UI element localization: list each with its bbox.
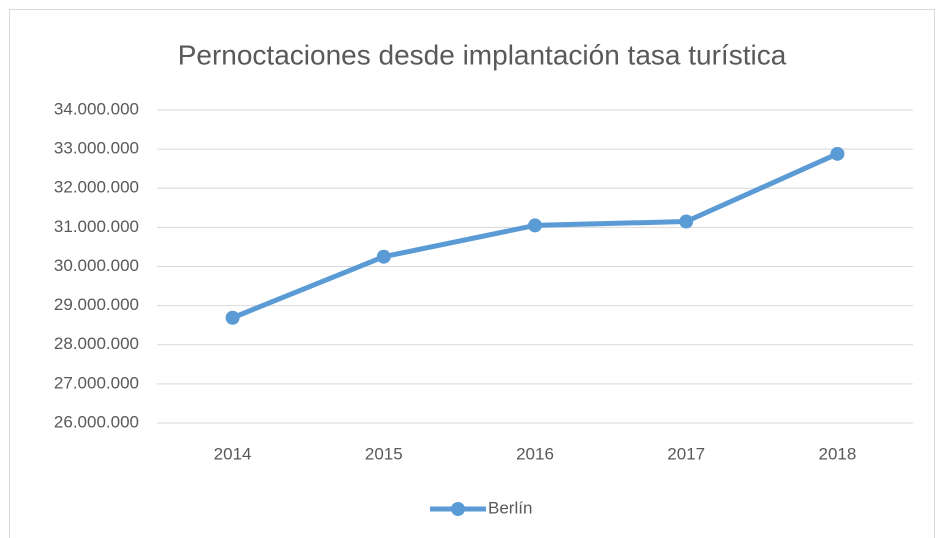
chart-frame: [9, 9, 935, 538]
y-tick-label: 31.000.000: [54, 217, 139, 236]
point: [376, 249, 391, 264]
y-tick-label: 33.000.000: [54, 139, 139, 158]
point: [830, 146, 845, 161]
chart-title: Pernoctaciones desde implantación tasa t…: [178, 39, 787, 70]
point: [528, 218, 542, 233]
legend-marker: [451, 502, 465, 516]
x-tick-label: 2018: [818, 444, 856, 463]
y-tick-label: 30.000.000: [54, 256, 139, 275]
y-tick-label: 27.000.000: [54, 373, 139, 392]
x-tick-label: 2015: [365, 444, 403, 463]
point: [679, 214, 694, 229]
y-tick-label: 32.000.000: [54, 178, 139, 197]
y-tick-label: 26.000.000: [54, 412, 139, 431]
x-tick-label: 2016: [516, 444, 554, 463]
y-tick-label: 29.000.000: [54, 295, 139, 314]
y-tick-label: 34.000.000: [54, 99, 139, 118]
x-tick-label: 2014: [214, 444, 252, 463]
x-tick-label: 2017: [667, 444, 705, 463]
legend-label: Berlín: [488, 498, 532, 517]
y-tick-label: 28.000.000: [54, 334, 139, 353]
point: [225, 310, 240, 325]
